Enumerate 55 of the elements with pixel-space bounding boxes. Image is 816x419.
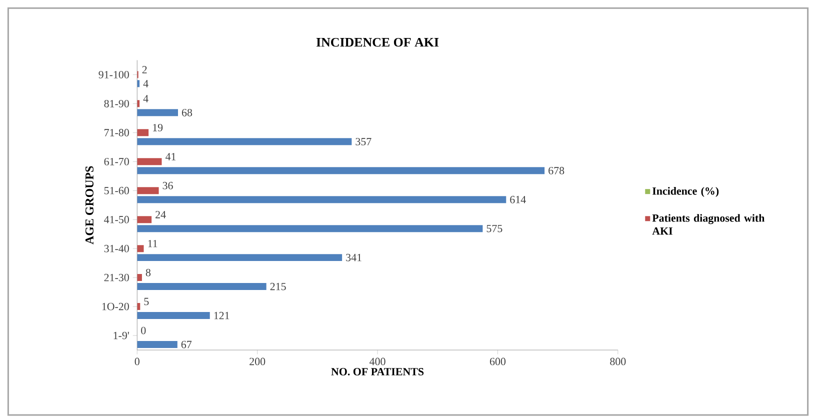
bar [137, 129, 149, 136]
data-label: 678 [548, 166, 564, 174]
bar [137, 254, 342, 261]
y-tick-label: 31-40 [104, 244, 129, 252]
data-label: 24 [156, 210, 166, 218]
y-axis-title: AGE GROUPS [85, 166, 94, 244]
bar [137, 312, 210, 319]
data-label: 215 [270, 282, 286, 290]
x-tick-label: 600 [490, 358, 506, 366]
y-tick-label: 91-100 [98, 70, 129, 78]
data-label: 36 [162, 182, 173, 190]
y-tick-label: 71-80 [104, 128, 129, 136]
data-label: 67 [181, 340, 192, 348]
bar [137, 138, 352, 146]
bar [137, 224, 483, 232]
bar [137, 196, 506, 203]
data-label: 68 [182, 108, 192, 116]
bar [137, 167, 545, 174]
bar [137, 187, 159, 194]
data-label: 19 [153, 124, 163, 132]
bar [137, 340, 178, 348]
data-label: 614 [510, 196, 526, 204]
chart-title: INCIDENCE OF AKI [316, 38, 439, 47]
legend-label: Incidence (%) [652, 186, 719, 197]
y-tick-label: 1-9' [114, 332, 129, 340]
y-tick-label: 61-70 [104, 158, 129, 166]
y-tick-label: 21-30 [104, 274, 129, 282]
x-tick-label: 800 [610, 358, 626, 366]
bar [137, 158, 162, 166]
y-tick-label: 1O-20 [102, 302, 129, 310]
data-label: 5 [144, 298, 149, 306]
bar [137, 244, 144, 252]
y-tick-label: 41-50 [104, 216, 129, 224]
data-label: 2 [142, 66, 147, 74]
data-label: 4 [143, 94, 148, 102]
data-label: 41 [166, 152, 176, 160]
x-axis-title: NO. OF PATIENTS [331, 368, 424, 376]
legend-label: Patients diagnosed with AKI [652, 214, 765, 235]
data-label: 8 [146, 268, 151, 276]
x-tick-label: 0 [134, 358, 140, 366]
data-label: 4 [143, 80, 148, 88]
data-label: 11 [148, 240, 158, 248]
data-label: 575 [486, 224, 502, 232]
y-tick-label: 51-60 [104, 186, 129, 194]
x-tick-label: 200 [250, 358, 266, 366]
bar [137, 216, 152, 223]
bar [137, 109, 178, 116]
data-label: 0 [141, 326, 146, 334]
data-label: 121 [214, 312, 230, 320]
bar [137, 282, 266, 290]
bar [137, 274, 142, 281]
data-label: 357 [356, 138, 372, 146]
y-tick-label: 81-90 [104, 100, 129, 108]
x-tick-label: 400 [370, 358, 386, 366]
data-label: 341 [346, 254, 362, 262]
